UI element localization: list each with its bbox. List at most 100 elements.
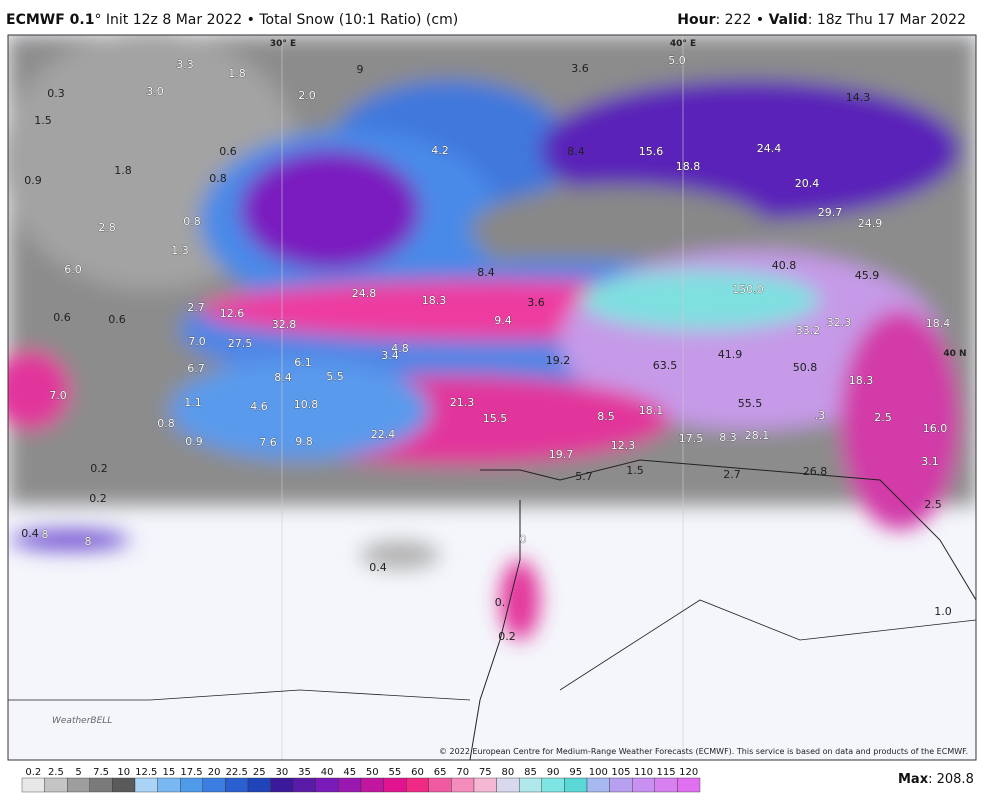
legend-swatch <box>89 777 113 793</box>
map-label: 0.2 <box>90 462 108 475</box>
map-label: 1.5 <box>34 114 52 127</box>
legend-tick: 25 <box>253 767 266 778</box>
legend-tick: 100 <box>589 767 608 778</box>
map-label: 0.8 <box>183 215 201 228</box>
map-label: 33.2 <box>796 324 821 337</box>
legend-tick: 95 <box>569 767 582 778</box>
legend-tick: 30 <box>276 767 289 778</box>
map-label: 18.8 <box>676 160 701 173</box>
map-label: 3.0 <box>146 85 164 98</box>
map-label: 4.8 <box>391 342 409 355</box>
map-label: 15.6 <box>639 145 664 158</box>
map-label: 18.4 <box>926 317 951 330</box>
map-label: 16.0 <box>923 422 948 435</box>
map-label: 41.9 <box>718 348 743 361</box>
model: ECMWF 0.1 <box>6 12 95 28</box>
legend-tick: 35 <box>298 767 311 778</box>
map-label: 9.4 <box>494 314 512 327</box>
legend-swatch <box>519 777 543 793</box>
map-label: 2.0 <box>298 89 316 102</box>
legend-tick: 110 <box>634 767 653 778</box>
legend-swatch <box>632 777 656 793</box>
map-label: 4.2 <box>431 144 449 157</box>
legend-tick: 80 <box>502 767 515 778</box>
map-label: 9.8 <box>295 435 313 448</box>
map-label: 32.3 <box>827 316 852 329</box>
map-label: 2.7 <box>723 468 741 481</box>
legend-swatch <box>225 777 249 793</box>
legend-tick: 65 <box>434 767 447 778</box>
map-label: 19.2 <box>546 354 571 367</box>
map-label: 40.8 <box>772 259 797 272</box>
map-label: 12.6 <box>220 307 245 320</box>
legend-tick: 70 <box>456 767 469 778</box>
valid-value: : 18z Thu 17 Mar 2022 <box>807 12 966 28</box>
legend-tick: 55 <box>389 767 402 778</box>
legend-swatch <box>21 777 45 793</box>
legend-swatch <box>496 777 520 793</box>
map-label: 50.8 <box>793 361 818 374</box>
map-label: 5.5 <box>326 370 344 383</box>
map-label: 12.3 <box>611 439 636 452</box>
map-label: 55.5 <box>738 397 763 410</box>
map-field <box>8 35 976 760</box>
max-key: Max <box>898 772 929 787</box>
map-label: 2.5 <box>874 411 892 424</box>
legend-swatch <box>360 777 384 793</box>
map-label: 7.0 <box>188 335 206 348</box>
legend-swatch <box>157 777 181 793</box>
map-label: 0.2 <box>89 492 107 505</box>
legend-swatch <box>338 777 362 793</box>
map-label: 19.7 <box>549 448 574 461</box>
legend-tick: 7.5 <box>93 767 109 778</box>
map-label: 0.9 <box>24 174 42 187</box>
map-label: 8 <box>42 528 49 541</box>
map-label: 7.6 <box>259 436 277 449</box>
map-label: 45.9 <box>855 269 880 282</box>
legend-swatch <box>44 777 68 793</box>
map-label: 0.9 <box>185 435 203 448</box>
legend-tick: 12.5 <box>135 767 157 778</box>
map-label: 24.4 <box>757 142 782 155</box>
legend-tick: 115 <box>657 767 676 778</box>
map-label: 3.6 <box>527 296 545 309</box>
legend-swatch <box>586 777 610 793</box>
grid-label: 40° E <box>670 39 696 49</box>
map-label: 24.9 <box>858 217 883 230</box>
legend-tick: 85 <box>524 767 537 778</box>
map-label: 0.4 <box>369 561 387 574</box>
map-label: 3.3 <box>176 58 194 71</box>
legend-swatch <box>451 777 475 793</box>
map-label: 0.3 <box>47 87 65 100</box>
legend-tick: 50 <box>366 767 379 778</box>
map-label: 6.1 <box>294 356 312 369</box>
map-label: .3 <box>815 409 826 422</box>
map-label: 1.1 <box>184 396 202 409</box>
map-label: 8.4 <box>477 266 495 279</box>
map-label: 0.6 <box>108 313 126 326</box>
legend-swatch <box>654 777 678 793</box>
map-label: 4.6 <box>250 400 268 413</box>
map-label: 18.3 <box>422 294 447 307</box>
header-right: Hour: 222 • Valid: 18z Thu 17 Mar 2022 <box>677 12 966 28</box>
legend-tick: 120 <box>679 767 698 778</box>
legend-tick: 0.2 <box>25 767 41 778</box>
map-label: 24.8 <box>352 287 377 300</box>
legend-swatch <box>564 777 588 793</box>
valid-label: Valid <box>768 12 808 28</box>
logo: WeatherBELL <box>52 716 112 726</box>
map-label: 8 <box>85 535 92 548</box>
map-label: 8.4 <box>274 371 292 384</box>
map-label: 27.5 <box>228 337 253 350</box>
map-label: 3.6 <box>571 62 589 75</box>
map-label: 1.8 <box>114 164 132 177</box>
copyright: © 2022 European Centre for Medium-Range … <box>439 747 968 756</box>
map-label: 8.4 <box>567 145 585 158</box>
grid-label: 30° E <box>270 39 296 49</box>
map-label: 63.5 <box>653 359 678 372</box>
map-label: 2.8 <box>98 221 116 234</box>
map-label: 2.7 <box>187 301 205 314</box>
legend-tick: 22.5 <box>226 767 248 778</box>
map-label: 18.1 <box>639 404 664 417</box>
